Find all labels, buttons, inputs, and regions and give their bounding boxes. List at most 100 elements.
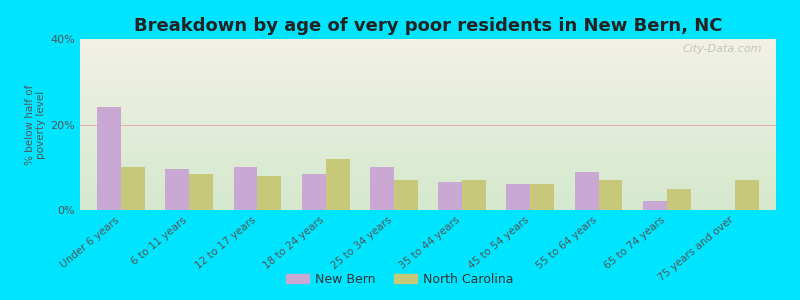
Bar <box>80 196 776 198</box>
Bar <box>80 166 776 167</box>
Bar <box>80 85 776 87</box>
Bar <box>80 90 776 92</box>
Bar <box>80 205 776 207</box>
Bar <box>80 167 776 169</box>
Bar <box>80 63 776 65</box>
Bar <box>80 136 776 138</box>
Bar <box>80 138 776 140</box>
Bar <box>80 92 776 94</box>
Bar <box>80 193 776 195</box>
Bar <box>80 112 776 114</box>
Legend: New Bern, North Carolina: New Bern, North Carolina <box>282 268 518 291</box>
Bar <box>394 180 418 210</box>
Bar <box>462 180 486 210</box>
Bar <box>80 83 776 85</box>
Bar <box>80 71 776 73</box>
Text: City-Data.com: City-Data.com <box>682 44 762 54</box>
Bar <box>80 155 776 157</box>
Bar <box>80 172 776 174</box>
Bar <box>80 145 776 147</box>
Bar <box>189 174 213 210</box>
Bar <box>80 131 776 133</box>
Bar <box>438 182 462 210</box>
Bar <box>80 119 776 121</box>
Bar <box>80 123 776 124</box>
Bar <box>80 102 776 104</box>
Bar <box>80 159 776 161</box>
Bar <box>530 184 554 210</box>
Bar <box>80 61 776 63</box>
Bar <box>80 114 776 116</box>
Bar <box>80 121 776 123</box>
Bar <box>80 154 776 155</box>
Bar <box>80 116 776 118</box>
Bar <box>80 160 776 162</box>
Bar <box>80 100 776 102</box>
Bar <box>80 49 776 51</box>
Bar <box>80 95 776 97</box>
Bar <box>121 167 145 210</box>
Bar <box>80 188 776 190</box>
Title: Breakdown by age of very poor residents in New Bern, NC: Breakdown by age of very poor residents … <box>134 17 722 35</box>
Bar <box>80 191 776 193</box>
Bar <box>80 78 776 80</box>
Bar <box>80 126 776 128</box>
Bar <box>80 200 776 202</box>
Bar <box>80 124 776 126</box>
Bar <box>80 118 776 119</box>
Bar <box>370 167 394 210</box>
Bar <box>80 94 776 95</box>
Bar <box>80 184 776 186</box>
Y-axis label: % below half of
poverty level: % below half of poverty level <box>25 84 46 165</box>
Bar <box>258 176 282 210</box>
Bar <box>80 171 776 172</box>
Bar <box>667 189 690 210</box>
Bar <box>80 68 776 70</box>
Bar <box>80 202 776 203</box>
Bar <box>80 104 776 106</box>
Bar <box>80 142 776 143</box>
Bar <box>97 107 121 210</box>
Bar <box>80 107 776 109</box>
Bar <box>80 73 776 75</box>
Bar <box>80 143 776 145</box>
Bar <box>80 58 776 59</box>
Bar <box>80 150 776 152</box>
Bar <box>80 41 776 42</box>
Bar <box>80 179 776 181</box>
Bar <box>506 184 530 210</box>
Bar <box>735 180 759 210</box>
Bar <box>80 88 776 90</box>
Bar <box>80 59 776 61</box>
Bar <box>80 198 776 200</box>
Bar <box>80 44 776 46</box>
Bar <box>80 80 776 82</box>
Bar <box>80 65 776 66</box>
Bar <box>80 178 776 179</box>
Bar <box>80 133 776 135</box>
Bar <box>80 66 776 68</box>
Bar <box>80 82 776 83</box>
Bar <box>80 128 776 130</box>
Bar <box>80 54 776 56</box>
Bar <box>80 140 776 142</box>
Bar <box>80 42 776 44</box>
Bar <box>80 97 776 99</box>
Bar <box>80 169 776 171</box>
Bar <box>80 48 776 49</box>
Bar <box>234 167 258 210</box>
Bar <box>80 147 776 148</box>
Bar <box>326 159 350 210</box>
Bar <box>80 152 776 154</box>
Bar <box>80 109 776 111</box>
Bar <box>80 190 776 191</box>
Bar <box>80 130 776 131</box>
Bar <box>80 183 776 184</box>
Bar <box>80 207 776 208</box>
Bar <box>80 75 776 76</box>
Bar <box>80 208 776 210</box>
Bar <box>80 46 776 48</box>
Bar <box>80 53 776 54</box>
Bar <box>80 111 776 112</box>
Bar <box>80 106 776 107</box>
